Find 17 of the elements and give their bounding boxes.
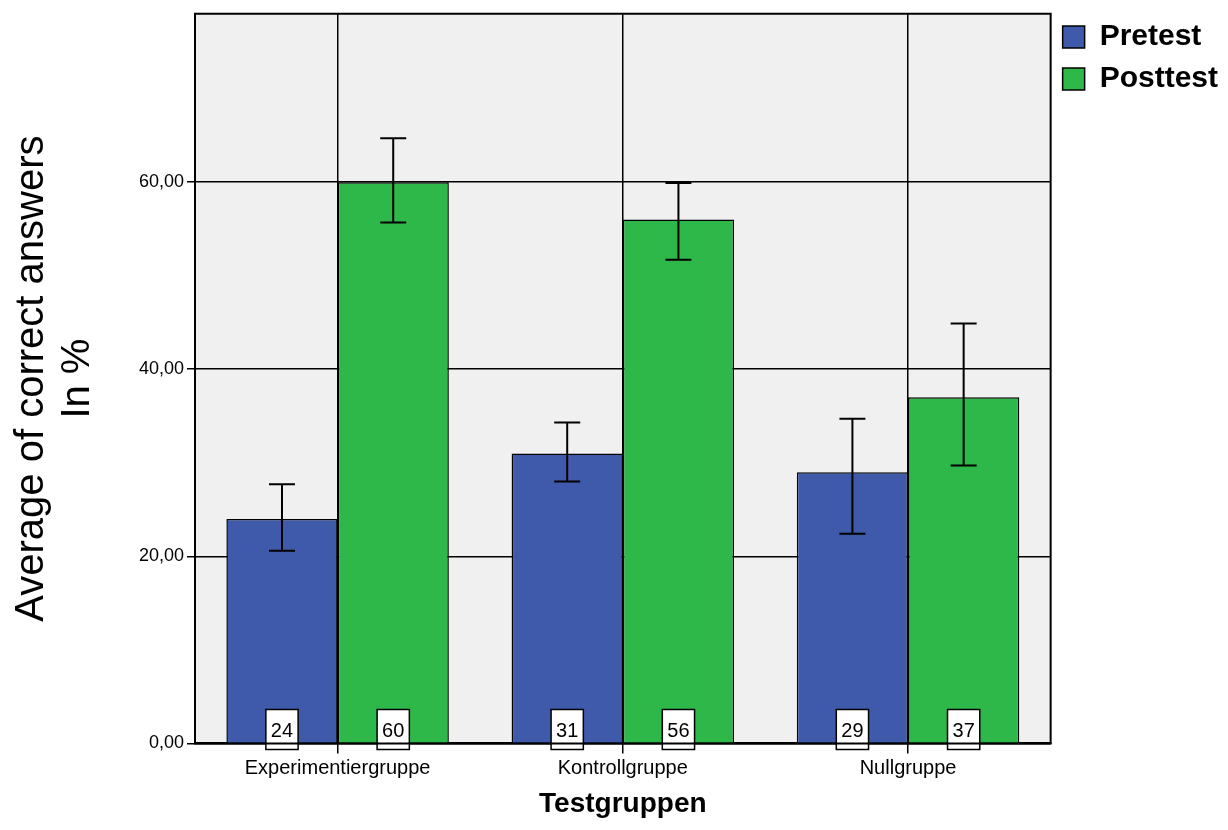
x-axis-title: Testgruppen — [539, 786, 707, 818]
y-tick-label: 40,00 — [138, 358, 184, 379]
y-axis-title: Average of correct answers In % — [7, 135, 98, 622]
data-label: 31 — [556, 718, 579, 741]
data-label: 24 — [270, 718, 294, 741]
data-label: 37 — [952, 718, 975, 741]
y-tick-label: 0,00 — [148, 732, 184, 753]
y-tick-label: 20,00 — [138, 545, 184, 566]
legend-label: Posttest — [1099, 60, 1219, 94]
x-tick-label: Experimentiergruppe — [244, 755, 431, 778]
legend-label: Pretest — [1099, 18, 1202, 52]
x-tick-label: Kontrollgruppe — [557, 755, 688, 778]
x-tick-label: Nullgruppe — [859, 755, 957, 778]
data-label: 60 — [382, 718, 405, 741]
data-label: 56 — [667, 718, 690, 741]
data-label: 29 — [841, 718, 864, 741]
y-tick-label: 60,00 — [138, 171, 184, 192]
